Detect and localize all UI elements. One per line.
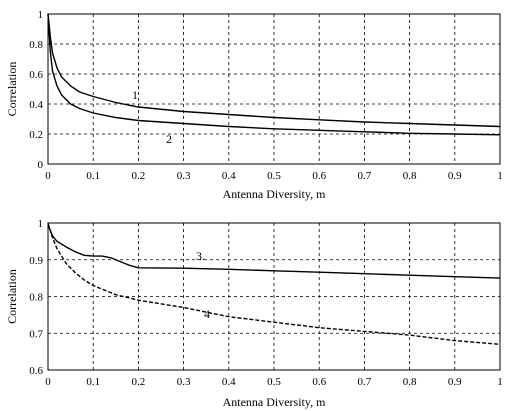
x-tick-label: 0.1 — [86, 170, 100, 182]
x-tick-label: 0.4 — [222, 170, 236, 182]
y-tick-label: 0.6 — [29, 69, 43, 81]
y-axis-label: Correlation — [5, 269, 19, 324]
series-label-3: 3. — [196, 249, 205, 263]
x-tick-label: 0.6 — [312, 376, 326, 388]
series-label-4: 4 — [204, 307, 210, 321]
x-tick-label: 0.4 — [222, 376, 236, 388]
x-tick-label: 0.2 — [132, 170, 146, 182]
x-tick-label: 0.2 — [132, 376, 146, 388]
y-tick-label: 0.2 — [29, 129, 43, 141]
plot-frame — [47, 13, 501, 165]
series-line-4 — [47, 222, 501, 345]
x-tick-label: 0 — [45, 376, 51, 388]
y-tick-label: 1 — [38, 218, 44, 230]
x-tick-label: 1 — [497, 170, 503, 182]
x-tick-label: 0.6 — [312, 170, 326, 182]
x-tick-label: 0.3 — [177, 376, 191, 388]
x-axis-label: Antenna Diversity, m — [223, 187, 327, 201]
series-label-2: 2 — [166, 132, 172, 146]
y-tick-label: 0.7 — [29, 328, 43, 340]
x-tick-label: 0.7 — [358, 376, 372, 388]
x-tick-label: 0.9 — [448, 170, 462, 182]
y-tick-label: 1 — [38, 9, 44, 21]
x-tick-label: 0.5 — [267, 376, 281, 388]
x-tick-label: 0 — [45, 170, 51, 182]
y-tick-label: 0.8 — [29, 39, 43, 51]
series-line-3 — [47, 224, 501, 279]
series-label-1: 1 — [132, 88, 138, 102]
x-tick-label: 0.7 — [358, 170, 372, 182]
y-tick-label: 0.6 — [29, 365, 43, 377]
y-tick-label: 0.4 — [29, 99, 43, 111]
x-tick-label: 1 — [497, 376, 503, 388]
y-axis-label: Correlation — [5, 62, 19, 117]
y-tick-label: 0.8 — [29, 292, 43, 304]
series-line-1 — [47, 13, 501, 128]
x-tick-label: 0.8 — [403, 170, 417, 182]
x-tick-label: 0.8 — [403, 376, 417, 388]
y-tick-label: 0 — [38, 159, 44, 171]
x-tick-label: 0.9 — [448, 376, 462, 388]
y-tick-label: 0.9 — [29, 255, 43, 267]
series-line-2 — [47, 13, 501, 136]
x-axis-label: Antenna Diversity, m — [223, 395, 327, 409]
x-tick-label: 0.3 — [177, 170, 191, 182]
plot-frame — [47, 222, 501, 371]
x-tick-label: 0.5 — [267, 170, 281, 182]
x-tick-label: 0.1 — [86, 376, 100, 388]
